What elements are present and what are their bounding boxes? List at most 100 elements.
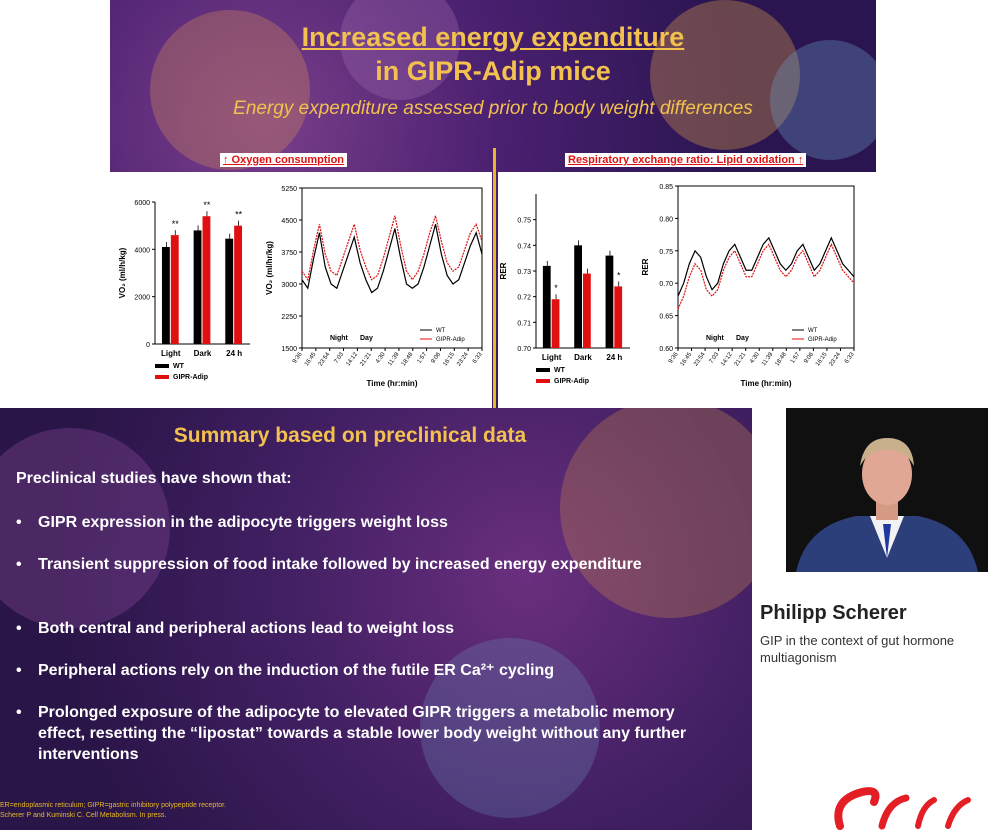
- speaker-portrait: [786, 408, 988, 572]
- slide-subtitle: Energy expenditure assessed prior to bod…: [233, 98, 753, 119]
- bar: [551, 299, 560, 348]
- summary-intro: Preclinical studies have shown that:: [16, 470, 292, 487]
- day-label: Day: [360, 335, 373, 342]
- x-tick-label: 21:21: [359, 351, 373, 367]
- x-tick-label: 14:12: [345, 351, 359, 367]
- significance-label: *: [617, 270, 621, 280]
- y-tick-label: 1500: [281, 346, 297, 353]
- y-tick-label: 0.60: [659, 346, 673, 353]
- right-panel-label: Respiratory exchange ratio: Lipid oxidat…: [565, 153, 807, 167]
- significance-label: **: [172, 219, 180, 229]
- y-axis-label: VO₂ (ml/h/kg): [118, 247, 127, 298]
- legend-label: WT: [173, 363, 185, 370]
- y-tick-label: 0.75: [517, 218, 531, 225]
- x-tick-label: 11:39: [761, 351, 775, 367]
- bar: [170, 235, 179, 344]
- x-tick-label: 4:30: [749, 351, 761, 365]
- legend-label: GIPR-Adip: [554, 378, 589, 385]
- night-label: Night: [706, 335, 725, 342]
- x-tick-label: 4:30: [375, 351, 387, 365]
- talk-title: GIP in the context of gut hormone multia…: [760, 633, 955, 665]
- background-bubble: [560, 408, 752, 618]
- significance-label: *: [554, 283, 558, 293]
- left-chart-panel: 0 2000 4000 6000 VO₂ (ml/h/kg) ** Light ** Dark *…: [110, 172, 492, 408]
- legend-swatch: [536, 368, 550, 372]
- y-tick-label: 5250: [281, 186, 297, 193]
- x-tick-label: 18:48: [401, 351, 415, 367]
- legend-swatch: [155, 375, 169, 379]
- significance-label: **: [235, 210, 243, 220]
- x-category-label: 24 h: [226, 349, 242, 358]
- right-panel-label-wrap: Respiratory exchange ratio: Lipid oxidat…: [565, 150, 807, 168]
- y-tick-label: 4000: [134, 247, 150, 254]
- y-tick-label: 0.74: [517, 243, 531, 250]
- bar: [193, 230, 202, 344]
- right-chart-panel: 0.70 0.71 0.72 0.73 0.74 0.75 RER * Light Dark * 24…: [498, 172, 876, 408]
- bullet-dot: •: [16, 620, 22, 637]
- y-tick-label: 0.71: [517, 320, 531, 327]
- x-axis-label: Time (hr:min): [367, 379, 418, 388]
- series-line: [677, 236, 855, 297]
- x-category-label: Light: [161, 349, 181, 358]
- bar: [574, 245, 582, 348]
- x-tick-label: 7:03: [709, 351, 721, 365]
- x-tick-label: 21:21: [734, 351, 748, 367]
- speaker-video: [786, 408, 988, 572]
- bullet-text: Peripheral actions rely on the induction…: [38, 662, 555, 679]
- background-bubble: [770, 40, 876, 160]
- night-label: Night: [330, 335, 349, 342]
- bar: [161, 246, 170, 344]
- legend-label: WT: [808, 328, 818, 334]
- x-tick-label: 23:24: [456, 351, 470, 367]
- bullet-text: Prolonged exposure of the adipocyte to e…: [38, 704, 687, 763]
- rer-line-chart: 0.60 0.65 0.70 0.75 0.80 0.85 RER 9:36 16:45 23:5…: [641, 184, 856, 388]
- y-tick-label: 0: [146, 342, 150, 349]
- y-tick-label: 2250: [281, 314, 297, 321]
- bar: [202, 216, 211, 344]
- slide-title-line2: in GIPR-Adip mice: [375, 56, 611, 86]
- day-label: Day: [736, 335, 749, 342]
- legend-label: GIPR-Adip: [173, 374, 208, 381]
- bar: [614, 286, 623, 348]
- x-tick-label: 6:33: [472, 351, 484, 365]
- legend-swatch: [155, 364, 169, 368]
- x-tick-label: 16:45: [304, 351, 318, 367]
- legend-label: GIPR-Adip: [808, 337, 837, 343]
- bar: [225, 238, 234, 344]
- y-tick-label: 0.75: [659, 249, 673, 256]
- x-tick-label: 23:24: [829, 351, 843, 367]
- y-tick-label: 0.65: [659, 314, 673, 321]
- background-bubble: [340, 0, 460, 100]
- left-panel-label: ↑ Oxygen consumption: [220, 153, 348, 167]
- x-tick-label: 16:15: [442, 351, 456, 367]
- bullet-dot: •: [16, 556, 22, 573]
- significance-label: **: [203, 200, 211, 210]
- background-bubble: [150, 10, 310, 170]
- x-axis-label: Time (hr:min): [741, 379, 792, 388]
- x-tick-label: 1:57: [417, 351, 429, 365]
- x-tick-label: 16:45: [680, 351, 694, 367]
- bar: [605, 255, 614, 348]
- legend-swatch: [536, 379, 550, 383]
- y-tick-label: 0.73: [517, 269, 531, 276]
- summary-title: Summary based on preclinical data: [173, 424, 527, 447]
- series-line: [301, 213, 483, 282]
- vo2-line-chart: 1500 2250 3000 3750 4500 5250 VO₂ (ml/hr/kg) 9:…: [265, 186, 484, 388]
- left-panel-label-wrap: ↑ Oxygen consumption: [220, 150, 348, 168]
- series-line: [677, 242, 855, 310]
- x-tick-label: 16:15: [815, 351, 829, 367]
- background-bubble: [420, 638, 600, 818]
- x-tick-label: 23:54: [318, 351, 332, 367]
- y-tick-label: 4500: [281, 218, 297, 225]
- x-tick-label: 9:36: [668, 351, 680, 365]
- y-tick-label: 2000: [134, 295, 150, 302]
- x-category-label: Dark: [574, 353, 592, 362]
- footnote-reference: Scherer P and Kuminski C. Cell Metabolis…: [0, 812, 167, 819]
- background-bubble: [650, 0, 800, 150]
- x-tick-label: 1:57: [790, 351, 802, 365]
- y-tick-label: 3750: [281, 250, 297, 257]
- legend-label: GIPR-Adip: [436, 337, 465, 343]
- bar: [542, 265, 551, 348]
- speaker-name: Philipp Scherer: [760, 602, 907, 624]
- slide-title-line1: Increased energy expenditure: [301, 22, 685, 52]
